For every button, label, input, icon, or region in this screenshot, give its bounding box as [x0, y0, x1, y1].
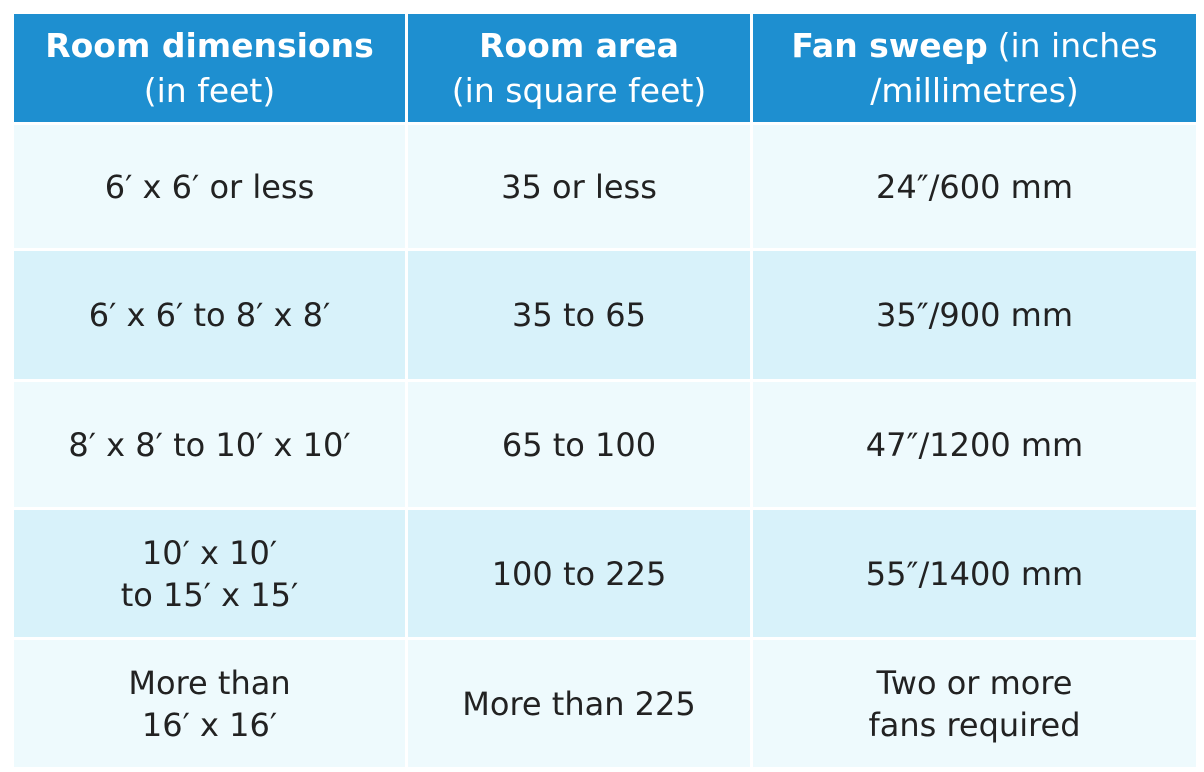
cell-text: 55″/1400 mm	[865, 554, 1084, 593]
header-cell: Fan sweep (in inches/millimetres)	[753, 14, 1196, 122]
cell-text: Two or more	[876, 663, 1073, 702]
table-cell: 6′ x 6′ or less	[14, 125, 405, 248]
header-line: Room area	[479, 23, 679, 68]
cell-text: 6′ x 6′ to 8′ x 8′	[88, 296, 331, 334]
fan-size-table: Room dimensions (in feet) Room area (in squ…	[14, 14, 1196, 767]
cell-text: More than	[128, 663, 291, 702]
header-cell: Room dimensions (in feet)	[14, 14, 405, 122]
table-cell: 65 to 100	[408, 382, 750, 507]
cell-text: to 15′ x 15′	[120, 575, 299, 614]
table-cell: 10′ x 10′ to 15′ x 15′	[14, 510, 405, 637]
table-cell: 8′ x 8′ to 10′ x 10′	[14, 382, 405, 507]
header-text: Room area	[479, 26, 679, 65]
table-cell: More than 225	[408, 640, 750, 767]
table-cell: 35 or less	[408, 125, 750, 248]
header-text: Fan sweep	[791, 26, 988, 65]
cell-text: More than 225	[462, 684, 696, 723]
table-cell: 100 to 225	[408, 510, 750, 637]
header-text: (in square feet)	[451, 71, 707, 110]
cell-text: 10′ x 10′	[141, 533, 278, 572]
header-text: (in feet)	[143, 71, 276, 110]
cell-text: 47″/1200 mm	[865, 425, 1084, 464]
cell-text: 100 to 225	[491, 554, 667, 593]
cell-text: fans required	[868, 705, 1081, 744]
header-text: (in inches	[997, 26, 1158, 65]
cell-text: 24″/600 mm	[875, 167, 1074, 206]
cell-text: 8′ x 8′ to 10′ x 10′	[68, 425, 351, 464]
table-cell: 55″/1400 mm	[753, 510, 1196, 637]
table-cell: More than 16′ x 16′	[14, 640, 405, 767]
cell-text: 6′ x 6′ or less	[104, 167, 315, 206]
header-line: Room dimensions	[45, 23, 374, 68]
header-cell: Room area (in square feet)	[408, 14, 750, 122]
table-cell: 35″/900 mm	[753, 251, 1196, 379]
table-cell: Two or more fans required	[753, 640, 1196, 767]
table-cell: 47″/1200 mm	[753, 382, 1196, 507]
table-cell: 24″/600 mm	[753, 125, 1196, 248]
cell-text: 35″/900 mm	[875, 296, 1074, 334]
header-line: (in feet)	[144, 68, 275, 113]
header-line: /millimetres)	[870, 68, 1079, 113]
header-text: /millimetres)	[870, 71, 1079, 110]
header-line: (in square feet)	[452, 68, 706, 113]
cell-text: 35 to 65	[512, 296, 646, 334]
table-cell: 35 to 65	[408, 251, 750, 379]
cell-text: 35 or less	[501, 167, 657, 206]
header-line: Fan sweep (in inches	[791, 23, 1157, 68]
table-cell: 6′ x 6′ to 8′ x 8′	[14, 251, 405, 379]
header-text: Room dimensions	[45, 26, 374, 65]
cell-text: 65 to 100	[501, 425, 657, 464]
cell-text: 16′ x 16′	[141, 705, 278, 744]
